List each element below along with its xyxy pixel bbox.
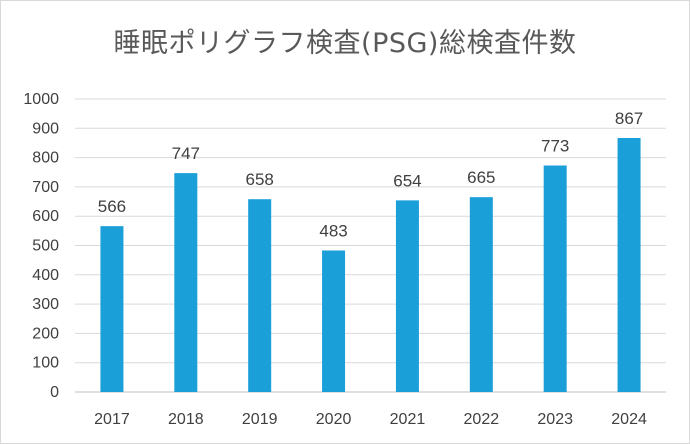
y-tick-label: 100 — [32, 355, 59, 372]
bar — [543, 165, 567, 392]
y-tick-label: 800 — [32, 150, 59, 167]
data-label: 566 — [98, 197, 126, 216]
data-label: 654 — [393, 171, 421, 190]
data-label: 773 — [541, 137, 569, 156]
data-label: 483 — [319, 221, 347, 240]
x-tick-label: 2024 — [611, 411, 647, 428]
y-tick-label: 900 — [32, 120, 59, 137]
y-tick-label: 500 — [32, 238, 59, 255]
x-tick-label: 2022 — [464, 411, 500, 428]
data-label: 867 — [615, 109, 643, 128]
bar — [248, 199, 272, 392]
x-tick-label: 2020 — [316, 411, 352, 428]
y-tick-label: 200 — [32, 325, 59, 342]
data-label: 665 — [467, 168, 495, 187]
y-tick-label: 600 — [32, 208, 59, 225]
bar — [174, 173, 198, 392]
y-tick-label: 300 — [32, 296, 59, 313]
x-tick-label: 2018 — [168, 411, 204, 428]
y-tick-label: 400 — [32, 267, 59, 284]
x-tick-label: 2023 — [537, 411, 573, 428]
bar — [469, 197, 493, 392]
y-tick-label: 0 — [50, 384, 59, 401]
bar — [395, 200, 419, 392]
x-tick-label: 2021 — [390, 411, 426, 428]
x-tick-label: 2017 — [94, 411, 130, 428]
bar — [322, 250, 346, 392]
data-label: 747 — [172, 144, 200, 163]
bar — [100, 226, 124, 392]
x-tick-label: 2019 — [242, 411, 278, 428]
data-label: 658 — [246, 170, 274, 189]
chart-title: 睡眠ポリグラフ検査(PSG)総検査件数 — [113, 28, 577, 59]
y-tick-label: 1000 — [23, 91, 59, 108]
bar — [617, 137, 641, 392]
y-tick-label: 700 — [32, 179, 59, 196]
